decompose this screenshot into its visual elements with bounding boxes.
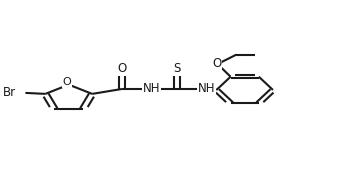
Text: S: S bbox=[173, 62, 181, 75]
Text: O: O bbox=[212, 57, 221, 70]
Text: O: O bbox=[63, 77, 71, 87]
Text: NH: NH bbox=[198, 83, 215, 95]
Text: O: O bbox=[117, 62, 127, 75]
Text: NH: NH bbox=[143, 83, 161, 95]
Text: Br: Br bbox=[3, 86, 16, 99]
